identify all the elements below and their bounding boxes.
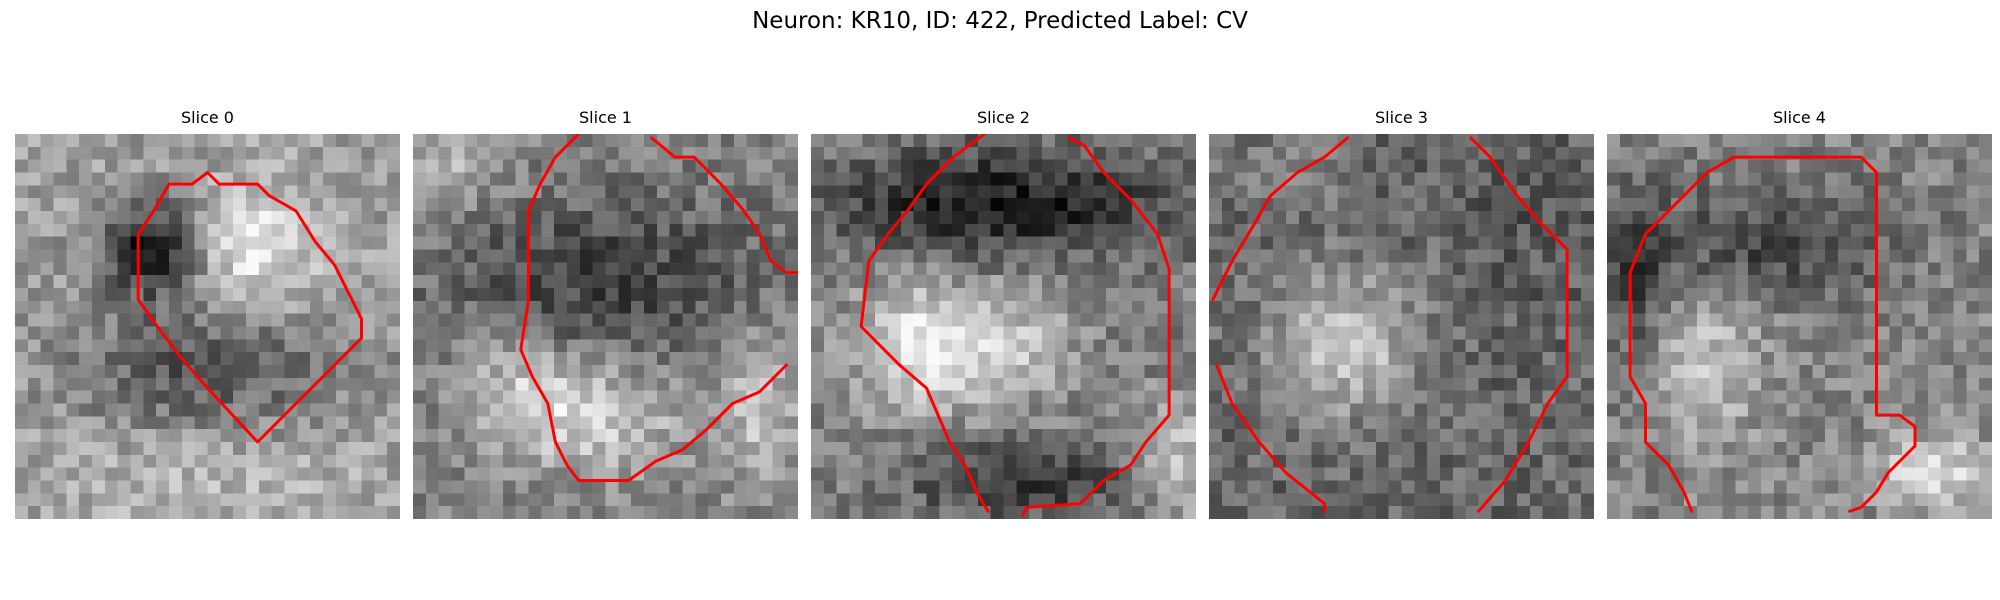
slice-title-0: Slice 0 bbox=[181, 108, 234, 127]
slice-title-3: Slice 3 bbox=[1375, 108, 1428, 127]
slice-image-4 bbox=[1607, 134, 1992, 519]
pixel-grid bbox=[413, 134, 798, 519]
slice-panel-1: Slice 1 bbox=[413, 108, 798, 519]
roi-contour-0 bbox=[1732, 155, 1917, 513]
slice-image-3 bbox=[1209, 134, 1594, 519]
slice-panel-3: Slice 3 bbox=[1209, 108, 1594, 519]
pixel-grid bbox=[1209, 134, 1594, 519]
roi-contour-1 bbox=[1628, 155, 1736, 513]
roi-contour-0 bbox=[1211, 136, 1350, 302]
roi-contour-0 bbox=[136, 171, 363, 444]
slice-panel-0: Slice 0 bbox=[15, 108, 400, 519]
pixel-grid bbox=[15, 134, 400, 519]
slice-image-0 bbox=[15, 134, 400, 519]
roi-contour-0 bbox=[859, 134, 990, 513]
slice-panel-2: Slice 2 bbox=[811, 108, 1196, 519]
slice-title-4: Slice 4 bbox=[1773, 108, 1826, 127]
slice-image-1 bbox=[413, 134, 798, 519]
figure-title: Neuron: KR10, ID: 422, Predicted Label: … bbox=[752, 8, 1248, 34]
pixel-grid bbox=[811, 134, 1196, 519]
roi-contour-2 bbox=[1215, 363, 1326, 513]
roi-contour-0 bbox=[519, 134, 788, 482]
roi-contour-1 bbox=[1469, 136, 1569, 513]
slice-title-1: Slice 1 bbox=[579, 108, 632, 127]
roi-contour-1 bbox=[1021, 136, 1171, 517]
slice-title-2: Slice 2 bbox=[977, 108, 1030, 127]
pixel-grid bbox=[1607, 134, 1992, 519]
slice-image-2 bbox=[811, 134, 1196, 519]
slice-panel-4: Slice 4 bbox=[1607, 108, 1992, 519]
roi-contour-1 bbox=[650, 136, 798, 275]
